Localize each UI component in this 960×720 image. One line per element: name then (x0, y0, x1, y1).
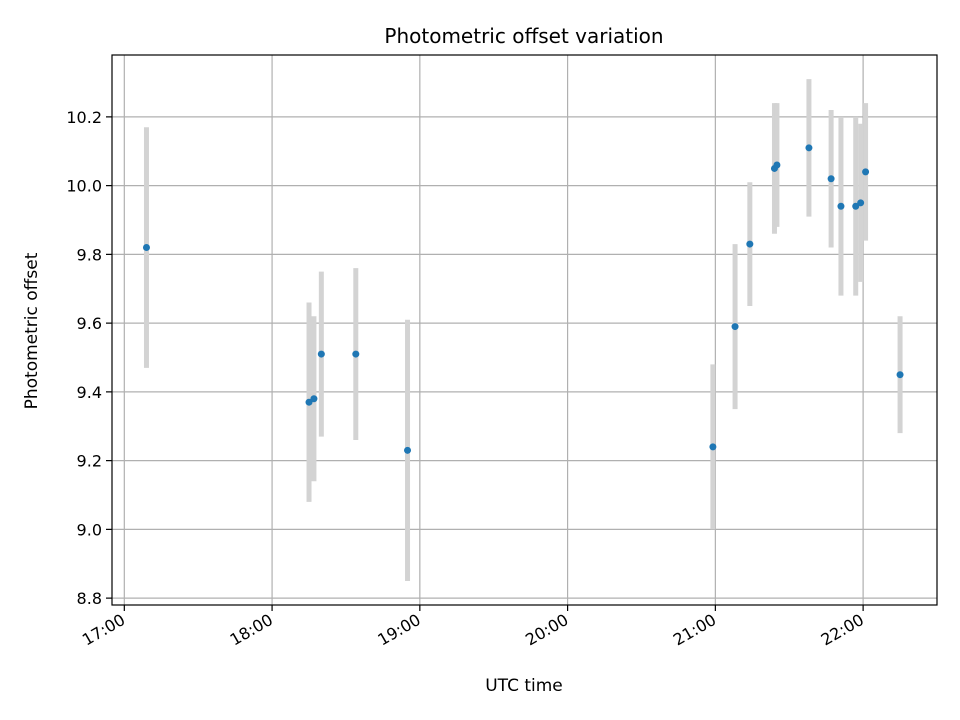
chart-title: Photometric offset variation (384, 24, 663, 48)
y-tick-label: 9.8 (77, 245, 102, 264)
y-tick-label: 9.2 (77, 452, 102, 471)
data-point (305, 398, 313, 406)
data-point (317, 350, 325, 358)
data-point (731, 323, 739, 331)
x-axis-ticks: 17:00 18:00 19:00 20:00 21:00 22:00 (79, 605, 867, 650)
y-axis-label: Photometric offset (22, 252, 42, 409)
errorbars (143, 79, 903, 581)
y-tick-label: 9.4 (77, 383, 102, 402)
x-tick-label: 20:00 (522, 610, 571, 650)
x-tick-label: 19:00 (374, 610, 423, 650)
data-point (896, 371, 904, 379)
x-tick-label: 17:00 (79, 610, 128, 650)
y-tick-label: 10.0 (66, 177, 102, 196)
y-tick-label: 9.6 (77, 314, 102, 333)
y-tick-label: 8.8 (77, 589, 102, 608)
data-point (827, 175, 835, 183)
y-axis-ticks: 8.8 9.0 9.2 9.4 9.6 9.8 10.0 10.2 (66, 108, 112, 608)
data-point (862, 168, 870, 176)
data-point (352, 350, 360, 358)
data-point (773, 161, 781, 169)
data-point (857, 199, 865, 207)
data-point (709, 443, 717, 451)
y-tick-label: 9.0 (77, 520, 102, 539)
x-tick-label: 21:00 (670, 610, 719, 650)
x-tick-label: 18:00 (227, 610, 276, 650)
x-tick-label: 22:00 (818, 610, 867, 650)
data-point (805, 144, 813, 152)
data-point (746, 240, 754, 248)
data-point (142, 244, 150, 251)
plot-frame (111, 54, 938, 606)
data-point (404, 446, 412, 454)
data-points (142, 144, 904, 454)
y-tick-label: 10.2 (66, 108, 102, 127)
data-point (852, 202, 860, 210)
x-axis-label: UTC time (485, 676, 563, 696)
data-point (837, 202, 845, 210)
data-point (310, 395, 318, 403)
grid (112, 55, 937, 605)
